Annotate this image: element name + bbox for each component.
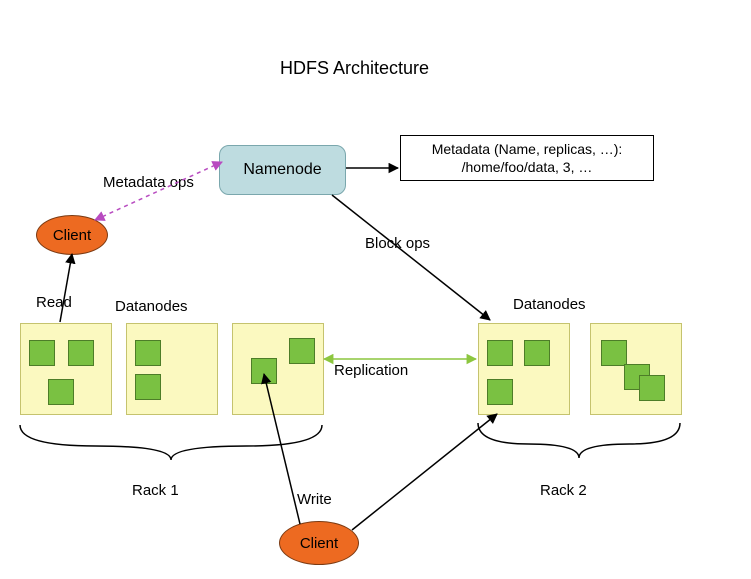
label-write: Write — [297, 491, 332, 508]
label-replication: Replication — [334, 362, 408, 379]
block — [487, 379, 513, 405]
label-metadata-ops: Metadata ops — [103, 174, 194, 191]
block — [68, 340, 94, 366]
datanode-2 — [126, 323, 218, 415]
label-read: Read — [36, 294, 72, 311]
block — [29, 340, 55, 366]
block — [487, 340, 513, 366]
datanode-4 — [478, 323, 570, 415]
block — [524, 340, 550, 366]
block — [251, 358, 277, 384]
diagram-title: HDFS Architecture — [280, 58, 429, 79]
datanode-3 — [232, 323, 324, 415]
metadata-line2: /home/foo/data, 3, … — [407, 158, 647, 176]
metadata-box: Metadata (Name, replicas, …): /home/foo/… — [400, 135, 654, 181]
block — [135, 340, 161, 366]
client-read: Client — [36, 215, 108, 255]
block — [135, 374, 161, 400]
datanode-5 — [590, 323, 682, 415]
label-rack-2: Rack 2 — [540, 482, 587, 499]
block — [289, 338, 315, 364]
client-read-label: Client — [53, 227, 91, 244]
namenode-label: Namenode — [243, 161, 321, 179]
block — [639, 375, 665, 401]
namenode-box: Namenode — [219, 145, 346, 195]
label-rack-1: Rack 1 — [132, 482, 179, 499]
block — [601, 340, 627, 366]
label-datanodes-1: Datanodes — [115, 298, 188, 315]
arrows-overlay — [0, 0, 751, 579]
label-datanodes-2: Datanodes — [513, 296, 586, 313]
metadata-line1: Metadata (Name, replicas, …): — [407, 140, 647, 158]
datanode-1 — [20, 323, 112, 415]
client-write: Client — [279, 521, 359, 565]
client-write-label: Client — [300, 535, 338, 552]
block — [48, 379, 74, 405]
label-block-ops: Block ops — [365, 235, 430, 252]
